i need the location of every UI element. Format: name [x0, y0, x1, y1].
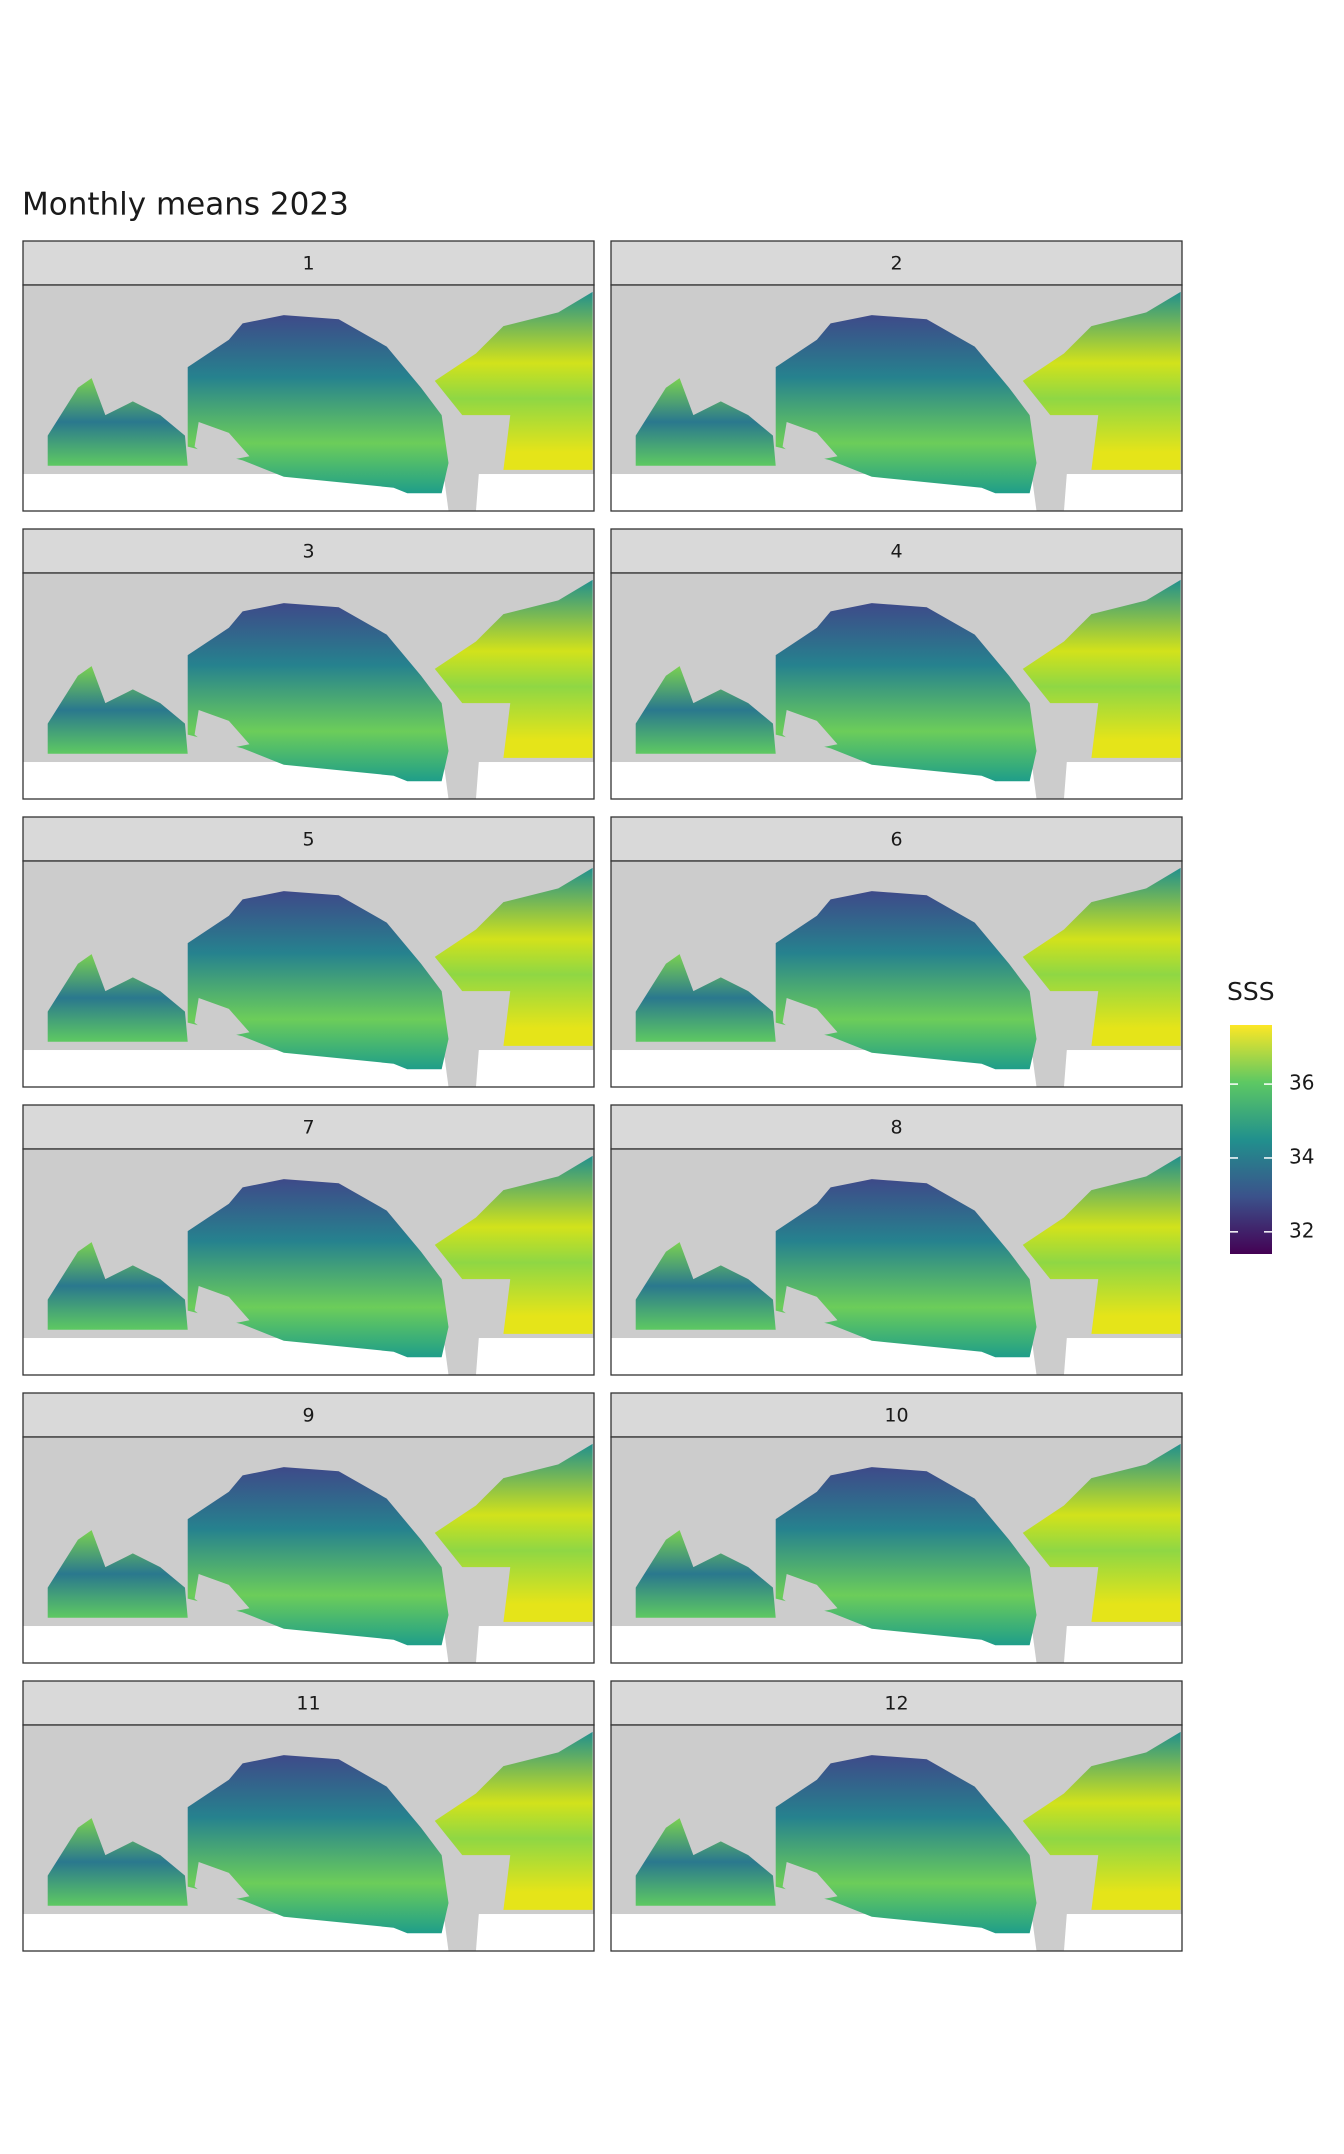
panel-border [22, 1724, 595, 1952]
strip [22, 240, 595, 286]
strip [610, 1680, 1183, 1726]
strip-label: 1 [302, 253, 314, 275]
strip-label: 8 [890, 1117, 902, 1139]
panel-border [610, 860, 1183, 1088]
strip [610, 1392, 1183, 1438]
strip-label: 10 [884, 1405, 908, 1427]
map [23, 573, 594, 799]
map [611, 285, 1182, 511]
strip [22, 816, 595, 862]
strip [22, 528, 595, 574]
map [23, 1437, 594, 1663]
colorbar [1230, 1025, 1272, 1254]
strip [610, 1104, 1183, 1150]
map [611, 1149, 1182, 1375]
panel-border [22, 284, 595, 512]
panel-border [22, 1436, 595, 1664]
strip-label: 4 [890, 541, 902, 563]
chart-title: Monthly means 2023 [22, 187, 349, 223]
map [611, 861, 1182, 1087]
panel-border [22, 572, 595, 800]
map [23, 1725, 594, 1951]
panel-border [610, 1724, 1183, 1952]
map [23, 285, 594, 511]
strip [22, 1104, 595, 1150]
strip-label: 7 [302, 1117, 314, 1139]
colorbar-tick-label: 34 [1289, 1144, 1314, 1168]
map [611, 1437, 1182, 1663]
panel-border [610, 1148, 1183, 1376]
strip-label: 11 [296, 1693, 320, 1715]
strip [22, 1680, 595, 1726]
panel-border [22, 1148, 595, 1376]
colorbar-tick-label: 36 [1289, 1071, 1314, 1095]
map [611, 1725, 1182, 1951]
strip-label: 6 [890, 829, 902, 851]
strip-label: 2 [890, 253, 902, 275]
strip-label: 3 [302, 541, 314, 563]
colorbar-tick-label: 32 [1289, 1218, 1314, 1242]
strip-label: 9 [302, 1405, 314, 1427]
panel-border [610, 1436, 1183, 1664]
panel-border [610, 572, 1183, 800]
strip-label: 5 [302, 829, 314, 851]
strip-label: 12 [884, 1693, 908, 1715]
map [23, 1149, 594, 1375]
legend-title: SSS [1227, 977, 1275, 1006]
panel-border [610, 284, 1183, 512]
strip [610, 528, 1183, 574]
map [611, 573, 1182, 799]
strip [22, 1392, 595, 1438]
strip [610, 240, 1183, 286]
map [23, 861, 594, 1087]
panel-border [22, 860, 595, 1088]
strip [610, 816, 1183, 862]
